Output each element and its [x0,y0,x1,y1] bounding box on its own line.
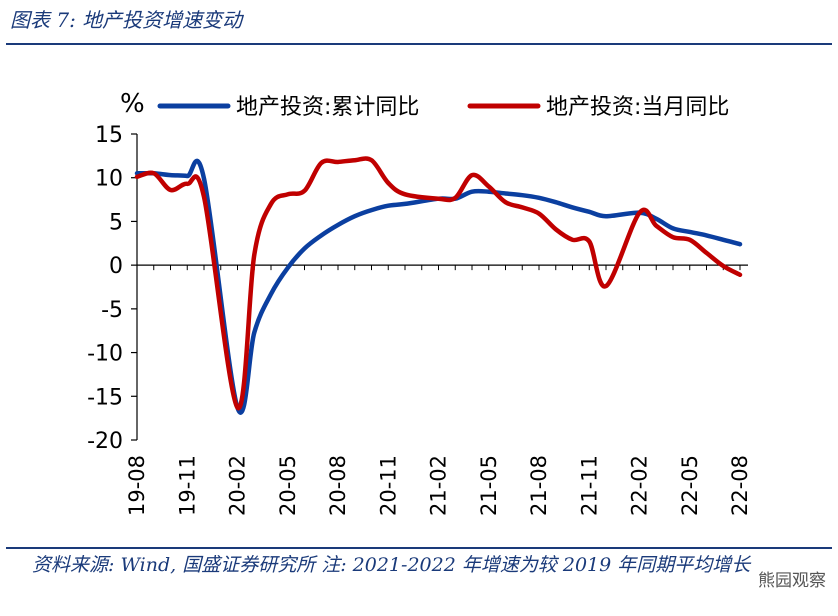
x-tick-label: 19-11 [175,455,199,516]
y-tick-label: -20 [87,429,123,454]
x-tick-label: 20-08 [326,455,350,516]
x-tick-label: 19-08 [125,455,149,516]
footnote-rule [6,547,832,549]
y-tick-label: 15 [95,123,123,148]
footnote: 资料来源: Wind, 国盛证券研究所 注: 2021-2022 年增速为较 2… [32,554,751,576]
legend-label-2: 地产投资:当月同比 [546,95,729,120]
y-tick-label: 5 [109,210,123,235]
x-tick-label: 21-11 [577,455,601,516]
legend-label-1: 地产投资:累计同比 [236,95,419,120]
y-tick-label: -10 [87,342,123,367]
x-tick-label: 20-11 [376,455,400,516]
series-line-2 [134,156,743,410]
line-chart: 15 10 5 0 -5 -10 -15 -20 19-08 19-11 20-02 20-05 20… [87,89,752,516]
x-tick-label: 22-05 [678,455,702,516]
x-tick-label: 21-02 [427,455,451,516]
x-tick-label: 22-02 [628,455,652,516]
y-unit-label: % [120,89,145,119]
x-tick-label: 22-08 [728,455,752,516]
watermark: 熊园观察 [758,571,826,591]
x-tick-label: 21-05 [477,455,501,516]
x-tick-label: 20-05 [276,455,300,516]
x-tick-label: 21-08 [527,455,551,516]
figure-title: 图表 7: 地产投资增速变动 [10,8,243,32]
x-tick-label: 20-02 [226,455,250,516]
y-tick-label: -15 [87,385,123,410]
y-tick-label: 10 [95,167,123,192]
y-tick-label: -5 [101,298,123,323]
y-tick-label: 0 [109,254,123,279]
title-rule [6,43,832,45]
